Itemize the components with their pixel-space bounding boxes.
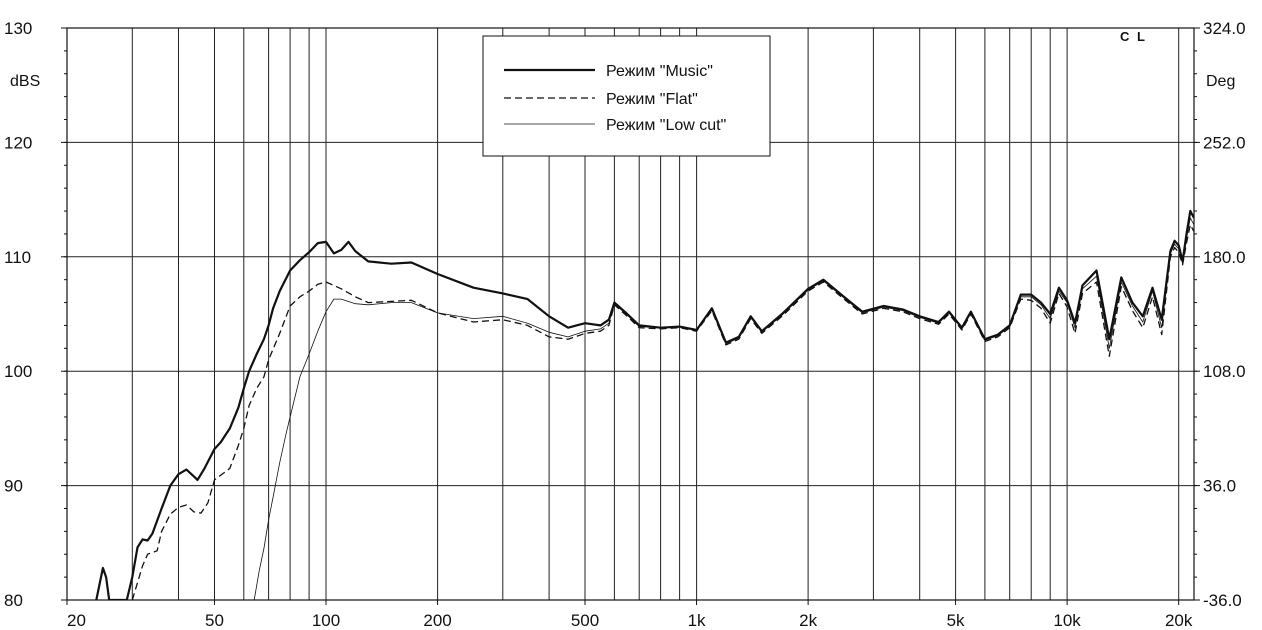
plot-frame (66, 27, 1195, 601)
y-axis-left: 80 90 100 110 120 130 (4, 19, 67, 610)
y-axis-right: -36.0 36.0 108.0 180.0 252.0 324.0 (1194, 19, 1246, 610)
x-tick-label: 500 (571, 611, 599, 630)
y2-axis-label: Deg (1206, 73, 1235, 90)
x-tick-label: 20 (67, 611, 86, 630)
y-tick-label: 100 (4, 362, 32, 381)
x-tick-label: 2k (799, 611, 817, 630)
y2-tick-label: -36.0 (1203, 591, 1242, 610)
x-tick-label: 50 (205, 611, 224, 630)
y2-tick-label: 36.0 (1203, 477, 1236, 496)
x-tick-label: 10k (1053, 611, 1081, 630)
legend-box (482, 35, 771, 157)
series-line-lowcut (253, 217, 1194, 600)
legend-label-lowcut: Режим "Low cut" (606, 117, 726, 134)
y-axis-label: dBS (10, 73, 40, 90)
legend: Режим "Music" Режим "Flat" Режим "Low cu… (482, 35, 771, 157)
series-line-music (95, 209, 1194, 600)
legend-label-flat: Режим "Flat" (606, 91, 698, 108)
series-line-flat (131, 224, 1194, 600)
y2-tick-label: 108.0 (1203, 362, 1246, 381)
y2-tick-label: 180.0 (1203, 248, 1246, 267)
y2-tick-label: 252.0 (1203, 133, 1246, 152)
y-tick-label: 80 (4, 591, 23, 610)
y-tick-label: 90 (4, 477, 23, 496)
x-tick-label: 20k (1165, 611, 1193, 630)
series-layer (95, 209, 1194, 600)
y2-tick-label: 324.0 (1203, 19, 1246, 38)
vertical-gridlines (131, 28, 1180, 600)
x-tick-label: 200 (423, 611, 451, 630)
y-tick-label: 130 (4, 19, 32, 38)
x-axis: 20 50 100 200 500 1k 2k 5k 10k 20k (66, 600, 1193, 630)
x-tick-label: 5k (947, 611, 965, 630)
corner-label: C L (1120, 29, 1147, 44)
y-tick-label: 120 (4, 133, 32, 152)
x-tick-label: 100 (312, 611, 340, 630)
x-tick-label: 1k (688, 611, 706, 630)
legend-label-music: Режим "Music" (606, 63, 713, 80)
y-tick-label: 110 (4, 248, 31, 267)
